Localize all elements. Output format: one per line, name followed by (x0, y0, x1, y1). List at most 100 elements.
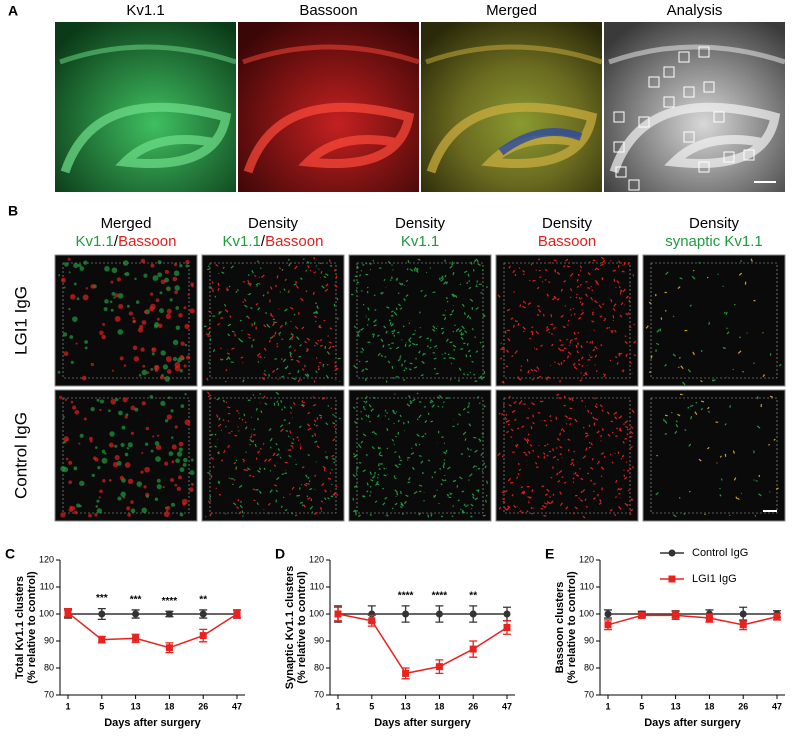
puncta (522, 305, 526, 309)
y-axis-title: (% relative to control) (566, 571, 578, 684)
puncta (552, 326, 556, 330)
puncta (251, 270, 254, 274)
puncta (531, 326, 534, 329)
puncta (415, 443, 418, 447)
puncta (537, 411, 541, 414)
puncta (500, 346, 504, 351)
puncta (415, 343, 418, 346)
marker (672, 611, 680, 619)
puncta (514, 418, 517, 422)
puncta (574, 506, 578, 510)
hippocampus-band (425, 44, 603, 65)
puncta (569, 422, 572, 426)
puncta (149, 395, 154, 399)
panel-label: D (275, 546, 285, 562)
puncta (130, 500, 134, 504)
puncta (451, 309, 455, 313)
puncta (471, 493, 475, 497)
puncta (569, 288, 573, 292)
puncta (582, 515, 586, 519)
puncta (631, 409, 635, 414)
puncta (566, 265, 570, 268)
puncta (292, 438, 295, 441)
marker (773, 613, 781, 621)
puncta (506, 349, 509, 353)
puncta (678, 356, 681, 359)
puncta (432, 325, 436, 329)
puncta (145, 426, 149, 431)
puncta (371, 475, 376, 479)
puncta (212, 465, 215, 469)
puncta (451, 263, 454, 266)
puncta (609, 453, 612, 456)
puncta (211, 281, 214, 284)
density-image (495, 389, 639, 522)
puncta (358, 360, 361, 363)
puncta (293, 313, 296, 316)
puncta (209, 513, 212, 517)
puncta (328, 341, 332, 344)
puncta (544, 268, 548, 272)
roi-box (663, 96, 675, 108)
y-tick-label: 100 (579, 608, 594, 618)
puncta (416, 433, 420, 437)
puncta (609, 508, 613, 512)
x-tick-label: 47 (502, 701, 512, 711)
puncta (132, 316, 135, 320)
column-title: Merged (101, 215, 152, 232)
puncta (376, 477, 379, 479)
puncta (178, 313, 183, 318)
roi-box (698, 46, 710, 58)
puncta (313, 423, 316, 426)
puncta (629, 445, 633, 449)
box-frame (356, 262, 484, 379)
hippocampus-band (60, 102, 232, 174)
puncta (432, 328, 436, 332)
puncta (151, 348, 155, 351)
puncta (291, 512, 293, 515)
puncta (618, 285, 621, 289)
marker (503, 610, 511, 618)
puncta (301, 326, 305, 330)
puncta (327, 405, 330, 407)
puncta (574, 418, 578, 423)
puncta (595, 370, 598, 373)
puncta (569, 273, 574, 277)
puncta (128, 311, 133, 316)
column-title: Density (248, 215, 299, 232)
puncta (210, 456, 215, 460)
puncta (64, 262, 69, 267)
puncta (389, 347, 392, 350)
density-image (54, 389, 198, 522)
puncta (622, 440, 625, 444)
puncta (456, 423, 459, 426)
puncta (600, 256, 605, 260)
puncta (594, 346, 598, 350)
puncta (773, 438, 776, 441)
puncta (227, 420, 230, 422)
puncta (596, 462, 599, 465)
puncta (291, 442, 294, 445)
puncta (357, 333, 360, 337)
puncta (373, 319, 377, 323)
puncta (353, 325, 357, 329)
puncta (573, 450, 576, 453)
puncta (95, 505, 99, 508)
puncta (215, 264, 219, 267)
puncta (484, 465, 487, 469)
puncta (267, 502, 271, 506)
puncta (122, 260, 129, 266)
puncta (98, 496, 101, 499)
puncta (514, 273, 517, 277)
puncta (406, 268, 409, 271)
puncta (207, 471, 211, 475)
puncta (468, 316, 472, 320)
puncta (295, 463, 297, 466)
puncta (248, 336, 251, 339)
puncta (150, 368, 154, 371)
puncta (352, 473, 356, 478)
puncta (227, 406, 231, 409)
puncta (307, 482, 310, 486)
puncta (269, 286, 273, 290)
puncta (314, 474, 317, 477)
